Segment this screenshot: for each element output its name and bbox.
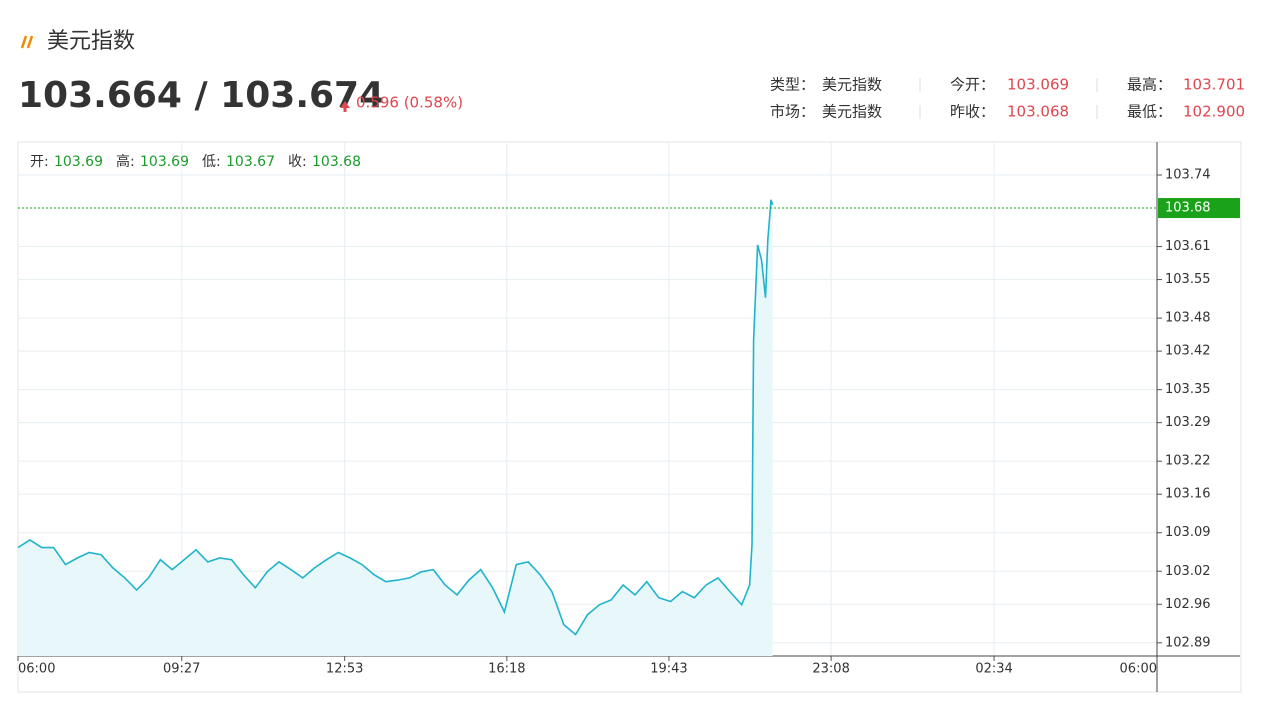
y-tick-label: 103.55: [1165, 272, 1211, 287]
ohlc-label: 高:: [116, 153, 135, 170]
info-value: 美元指数: [822, 103, 882, 121]
info-label: 市场：: [770, 103, 815, 121]
y-tick-label: 103.48: [1165, 311, 1211, 326]
y-tick-label: 103.61: [1165, 239, 1211, 254]
x-tick-label: 02:34: [975, 662, 1012, 677]
x-tick-label: 23:08: [812, 662, 849, 677]
x-tick-label: 12:53: [326, 662, 363, 677]
y-tick-label: 102.96: [1165, 597, 1211, 612]
ohlc-label: 收:: [288, 154, 307, 170]
x-tick-label: 16:18: [488, 662, 525, 677]
y-tick-label: 103.02: [1165, 564, 1211, 579]
line: [17, 199, 774, 636]
y-tick-label: 103.22: [1165, 454, 1211, 469]
info-label: 今开：: [950, 76, 995, 94]
x-tick-label: 09:27: [163, 662, 200, 677]
y-tick-label: 103.74: [1165, 168, 1211, 183]
info-value: 102.900: [1183, 103, 1245, 121]
last-price-label: 103.68: [1165, 201, 1211, 216]
y-tick-label: 103.16: [1165, 487, 1211, 502]
logo-icon: [20, 35, 34, 49]
ohlc-value: 103.69: [140, 154, 189, 170]
info-value: 美元指数: [822, 76, 882, 94]
last-price-box: [1158, 198, 1240, 219]
info-label: 最高：: [1127, 76, 1172, 94]
price: 103.664 / 103.674: [18, 75, 384, 116]
y-tick-label: 103.09: [1165, 525, 1211, 540]
area-fill: [18, 199, 773, 657]
ohlc-value: 103.68: [312, 154, 361, 170]
y-tick-label: 103.35: [1165, 382, 1211, 397]
info-value: 103.069: [1007, 76, 1069, 94]
x-tick-label: 06:00: [18, 662, 55, 677]
y-tick-label: 102.89: [1165, 635, 1211, 650]
chart-frame: [17, 141, 1242, 693]
title: 美元指数: [47, 29, 135, 54]
info-label: 类型：: [770, 76, 815, 94]
info-panel: [919, 78, 1098, 119]
info-value: 103.068: [1007, 103, 1069, 121]
ohlc-value: 103.69: [54, 154, 103, 170]
ohlc-label: 开:: [30, 154, 49, 170]
info-label: 昨收：: [950, 103, 995, 121]
info-label: 最低：: [1127, 103, 1172, 121]
y-tick-label: 103.29: [1165, 415, 1211, 430]
x-tick-label: 19:43: [650, 662, 687, 677]
y-tick-label: 103.42: [1165, 344, 1211, 359]
ohlc-label: 低:: [202, 154, 221, 170]
info-value: 103.701: [1183, 76, 1245, 94]
up-arrow: [340, 101, 350, 112]
ohlc-value: 103.67: [226, 154, 275, 170]
change: 0.596 (0.58%): [356, 94, 463, 112]
x-tick-label: 06:00: [1120, 662, 1157, 677]
